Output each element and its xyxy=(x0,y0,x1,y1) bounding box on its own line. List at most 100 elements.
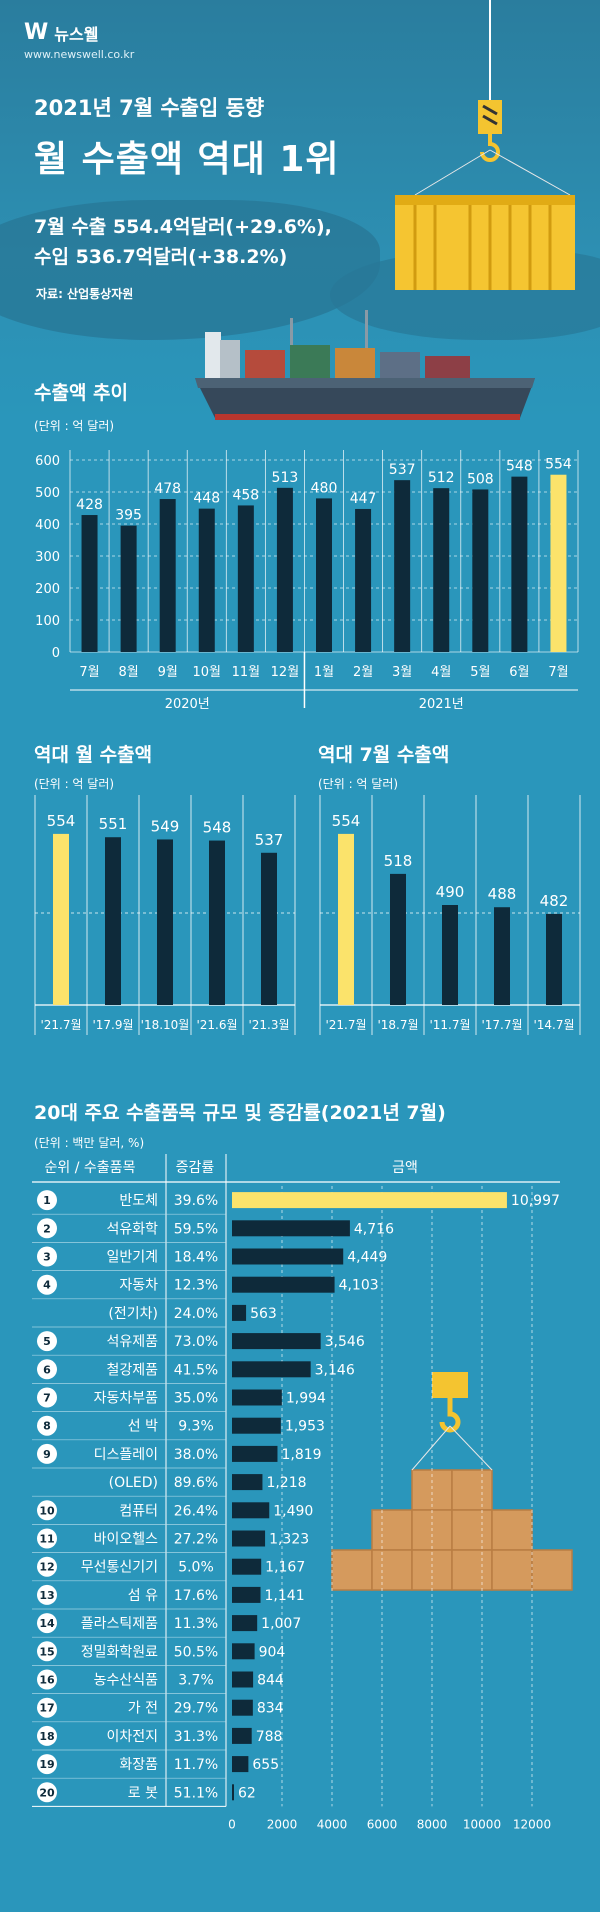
growth-rate: 38.0% xyxy=(174,1447,218,1463)
bar xyxy=(511,476,528,652)
bar xyxy=(232,1304,247,1321)
rank-badge xyxy=(37,1697,57,1718)
growth-rate: 89.6% xyxy=(174,1475,218,1491)
rank-number: 20 xyxy=(39,1786,55,1799)
rank-number: 12 xyxy=(39,1561,54,1574)
rank-badge xyxy=(37,1669,57,1690)
x-tick-label: '17.7월 xyxy=(481,1018,522,1032)
item-name: 플라스틱제품 xyxy=(81,1616,158,1632)
rank-number: 5 xyxy=(43,1335,51,1348)
item-name: 선 박 xyxy=(128,1419,158,1435)
amount-label: 904 xyxy=(259,1644,286,1660)
item-name: 섬 유 xyxy=(128,1588,158,1604)
growth-rate: 17.6% xyxy=(174,1588,218,1604)
amount-label: 1,994 xyxy=(286,1391,326,1407)
rank-badge xyxy=(37,1387,57,1408)
bar xyxy=(232,1333,321,1350)
amount-label: 834 xyxy=(257,1701,284,1717)
x-tick-label: 4월 xyxy=(431,665,451,680)
chart-unit-export-trend: (단위 : 억 달러) xyxy=(34,419,115,433)
data-label: 554 xyxy=(332,812,361,830)
item-name: 자동차 xyxy=(119,1278,158,1294)
data-label: 512 xyxy=(428,470,455,486)
year-group-label: 2020년 xyxy=(165,697,210,712)
item-name: (OLED) xyxy=(109,1475,158,1491)
x-tick-label: '18.7월 xyxy=(377,1018,418,1032)
bar xyxy=(546,913,562,1005)
amount-label: 1,218 xyxy=(266,1475,306,1491)
growth-rate: 35.0% xyxy=(174,1391,218,1407)
item-name: 철강제품 xyxy=(106,1362,158,1378)
rank-number: 3 xyxy=(43,1251,51,1264)
rank-badge xyxy=(37,1613,57,1634)
x-tick-label: 10월 xyxy=(193,665,222,680)
source-note: 자료: 산업통상자원 xyxy=(36,287,134,301)
growth-rate: 51.1% xyxy=(174,1785,218,1801)
data-label: 554 xyxy=(47,812,76,830)
export-summary: 7월 수출 554.4억달러(+29.6%), xyxy=(34,216,332,238)
y-tick-label: 300 xyxy=(35,550,60,565)
y-tick-label: 600 xyxy=(35,454,60,469)
item-name: 로 봇 xyxy=(128,1785,158,1801)
bar xyxy=(232,1361,311,1378)
growth-rate: 29.7% xyxy=(174,1701,218,1717)
item-name: 가 전 xyxy=(128,1701,158,1717)
rank-number: 14 xyxy=(39,1617,55,1630)
rank-badge xyxy=(37,1500,57,1521)
growth-rate: 39.6% xyxy=(174,1193,218,1209)
rank-number: 10 xyxy=(39,1504,55,1517)
y-tick-label: 0 xyxy=(52,646,60,661)
rank-number: 8 xyxy=(43,1420,51,1433)
import-summary: 수입 536.7억달러(+38.2%) xyxy=(34,246,288,268)
amount-label: 1,490 xyxy=(273,1503,313,1519)
crane-hook-icon xyxy=(414,0,571,196)
data-label: 554 xyxy=(545,457,572,473)
bar xyxy=(316,498,332,652)
year-group-label: 2021년 xyxy=(419,697,464,712)
rank-number: 19 xyxy=(39,1758,54,1771)
hero-illustration xyxy=(195,0,575,420)
rank-badge xyxy=(37,1754,57,1775)
bar xyxy=(232,1276,335,1293)
amount-label: 10,997 xyxy=(511,1193,560,1209)
chart-unit-record-july: (단위 : 억 달러) xyxy=(318,777,399,791)
x-tick-label: 6000 xyxy=(367,1817,398,1831)
item-name: 반도체 xyxy=(119,1193,158,1209)
rank-badge xyxy=(37,1218,57,1239)
x-tick-label: 12월 xyxy=(271,665,300,680)
amount-label: 4,103 xyxy=(339,1278,379,1294)
x-tick-label: 11월 xyxy=(232,665,261,680)
growth-rate: 12.3% xyxy=(174,1278,218,1294)
data-label: 447 xyxy=(350,491,377,507)
hero-banner: W 뉴스웰 www.newswell.co.kr 2021년 7월 수출입 동향… xyxy=(0,0,600,420)
rank-badge xyxy=(37,1331,57,1352)
amount-label: 1,819 xyxy=(281,1447,321,1463)
rank-badge xyxy=(37,1359,57,1380)
x-tick-label: '17.9월 xyxy=(92,1018,133,1032)
data-label: 548 xyxy=(203,819,232,837)
bar xyxy=(232,1756,249,1773)
rank-badge xyxy=(37,1641,57,1662)
bar xyxy=(232,1417,281,1434)
chart-title-record-monthly: 역대 월 수출액 xyxy=(34,744,153,766)
growth-rate: 50.5% xyxy=(174,1644,218,1660)
x-tick-label: 2월 xyxy=(353,665,373,680)
x-tick-label: 5월 xyxy=(470,665,490,680)
rank-badge xyxy=(37,1584,57,1605)
record-monthly-chart: 554 '21.7월 551 '17.9월 549 '18.10월 548 '21.6월 537… xyxy=(34,795,296,1035)
x-tick-label: 10000 xyxy=(463,1817,501,1831)
data-label: 458 xyxy=(232,487,259,503)
bar xyxy=(433,488,450,652)
container-ship-icon xyxy=(195,310,535,420)
record-july-chart: 554 '21.7월 518 '18.7월 490 '11.7월 488 '17.7월 482 '… xyxy=(319,795,581,1035)
bar xyxy=(338,833,354,1005)
page-title: 월 수출액 역대 1위 xyxy=(34,139,340,180)
growth-rate: 9.3% xyxy=(178,1419,214,1435)
rank-number: 6 xyxy=(43,1363,51,1376)
bar xyxy=(232,1530,266,1547)
rank-number: 1 xyxy=(43,1194,51,1207)
bar xyxy=(232,1220,350,1237)
bar xyxy=(53,833,69,1005)
rank-number: 4 xyxy=(43,1279,51,1292)
bar xyxy=(232,1558,262,1575)
